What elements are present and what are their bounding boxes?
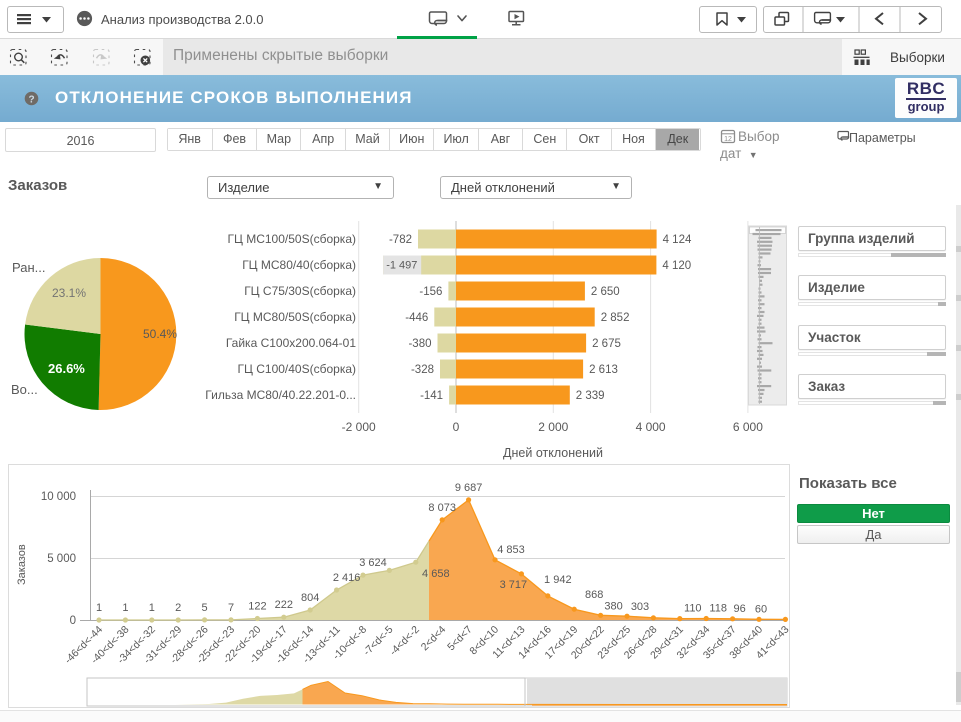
svg-text:4 124: 4 124 — [663, 234, 692, 246]
svg-text:2: 2 — [175, 602, 181, 614]
svg-text:-380: -380 — [408, 338, 431, 350]
svg-text:-156: -156 — [419, 286, 442, 298]
svg-text:50.4%: 50.4% — [143, 327, 177, 341]
svg-text:303: 303 — [631, 601, 649, 613]
svg-text:12: 12 — [724, 136, 732, 143]
svg-text:23.1%: 23.1% — [52, 286, 86, 300]
svg-text:2<d<4: 2<d<4 — [419, 624, 449, 654]
svg-text:-446: -446 — [405, 312, 428, 324]
svg-text:2 000: 2 000 — [538, 420, 568, 434]
svg-text:1 942: 1 942 — [544, 574, 572, 586]
svg-text:4 658: 4 658 — [422, 568, 450, 580]
svg-text:5: 5 — [202, 602, 208, 614]
svg-text:2 675: 2 675 — [592, 338, 621, 350]
svg-text:4 000: 4 000 — [636, 420, 666, 434]
svg-text:3 717: 3 717 — [500, 579, 528, 591]
svg-text:Ран...: Ран... — [12, 260, 45, 275]
svg-text:2 416: 2 416 — [333, 572, 361, 584]
svg-text:7: 7 — [228, 602, 234, 614]
svg-text:?: ? — [28, 95, 34, 106]
svg-text:-1 497: -1 497 — [386, 260, 417, 272]
svg-text:0: 0 — [453, 420, 460, 434]
svg-text:-2 000: -2 000 — [342, 420, 376, 434]
svg-text:122: 122 — [248, 601, 266, 613]
svg-text:2 650: 2 650 — [591, 286, 620, 298]
svg-text:0: 0 — [70, 615, 76, 627]
svg-text:ГЦ С100/40S(сборка): ГЦ С100/40S(сборка) — [238, 362, 356, 376]
svg-text:Дней отклонений: Дней отклонений — [503, 446, 603, 460]
svg-text:4 120: 4 120 — [662, 260, 691, 272]
svg-text:Гильза МС80/40.22.201-0...: Гильза МС80/40.22.201-0... — [205, 388, 356, 402]
svg-text:804: 804 — [301, 592, 319, 604]
svg-text:2 613: 2 613 — [589, 364, 618, 376]
svg-text:2 852: 2 852 — [601, 312, 630, 324]
svg-text:60: 60 — [755, 603, 767, 615]
svg-text:Во...: Во... — [11, 382, 38, 397]
svg-text:26.6%: 26.6% — [48, 361, 85, 376]
svg-text:Заказов: Заказов — [16, 544, 28, 585]
svg-text:-782: -782 — [389, 234, 412, 246]
svg-text:5 000: 5 000 — [47, 553, 76, 565]
svg-text:96: 96 — [733, 603, 745, 615]
svg-text:ГЦ МС100/50S(сборка): ГЦ МС100/50S(сборка) — [228, 232, 356, 246]
svg-text:222: 222 — [275, 599, 293, 611]
svg-text:-141: -141 — [420, 390, 443, 402]
svg-text:3 624: 3 624 — [359, 557, 387, 569]
svg-text:2 339: 2 339 — [576, 390, 605, 402]
svg-text:380: 380 — [604, 600, 622, 612]
svg-text:118: 118 — [709, 603, 727, 615]
svg-text:8 073: 8 073 — [428, 502, 456, 514]
svg-text:9 687: 9 687 — [455, 482, 483, 494]
svg-text:Гайка С100х200.064-01: Гайка С100х200.064-01 — [226, 336, 356, 350]
svg-text:868: 868 — [585, 589, 603, 601]
svg-text:-4<d<-2: -4<d<-2 — [387, 624, 422, 659]
svg-text:4 853: 4 853 — [497, 544, 525, 556]
svg-text:ГЦ МС80/50S(сборка): ГЦ МС80/50S(сборка) — [234, 310, 356, 324]
svg-text:-328: -328 — [411, 364, 434, 376]
svg-text:110: 110 — [684, 603, 702, 615]
svg-text:ГЦ МС80/40(сборка): ГЦ МС80/40(сборка) — [242, 258, 356, 272]
svg-text:1: 1 — [149, 602, 155, 614]
svg-text:10 000: 10 000 — [41, 491, 76, 503]
svg-text:1: 1 — [96, 602, 102, 614]
svg-text:6 000: 6 000 — [733, 420, 763, 434]
svg-text:ГЦ С75/30S(сборка): ГЦ С75/30S(сборка) — [244, 284, 356, 298]
svg-text:1: 1 — [122, 602, 128, 614]
